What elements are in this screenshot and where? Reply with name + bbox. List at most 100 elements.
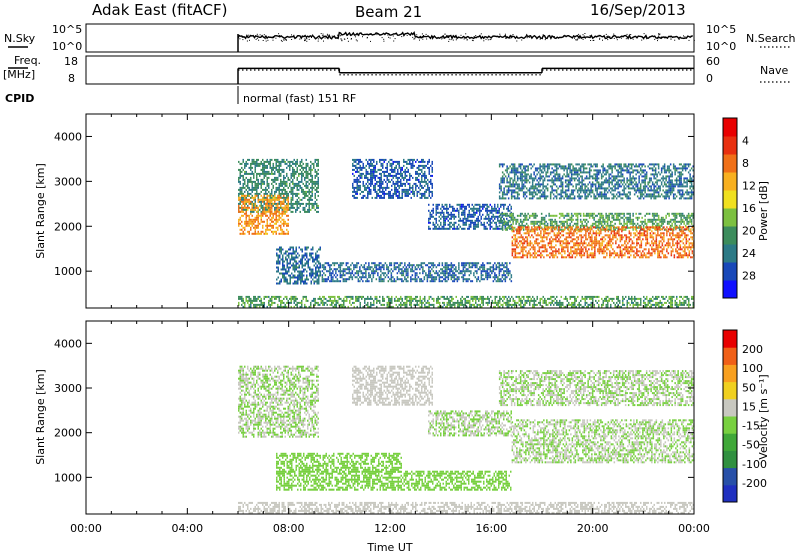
power-cell xyxy=(371,158,373,161)
power-cell xyxy=(271,230,273,233)
noise-search-point xyxy=(383,40,385,42)
power-cell xyxy=(353,266,355,269)
power-cell xyxy=(379,194,381,197)
power-cell xyxy=(506,226,508,229)
power-cell xyxy=(257,158,259,161)
power-cell xyxy=(519,224,522,227)
power-cell xyxy=(317,178,319,181)
power-cell xyxy=(238,192,240,195)
power-cell xyxy=(307,246,309,249)
power-cell xyxy=(262,198,264,201)
power-cell xyxy=(431,268,433,271)
power-cell xyxy=(313,182,315,185)
power-cell xyxy=(453,221,455,224)
power-cell xyxy=(441,272,444,275)
power-cell xyxy=(639,238,641,241)
power-cell xyxy=(289,282,291,285)
power-cell xyxy=(651,226,653,229)
power-cell xyxy=(492,266,495,269)
power-cell xyxy=(278,232,280,235)
power-cell xyxy=(307,186,309,189)
power-cell xyxy=(576,254,578,257)
power-cell xyxy=(292,192,294,195)
noise-search-point xyxy=(421,33,423,35)
power-cell xyxy=(242,194,244,197)
power-cell xyxy=(452,209,454,212)
power-cell xyxy=(290,192,292,195)
power-cell xyxy=(606,254,608,257)
power-cell xyxy=(655,228,658,231)
power-cell xyxy=(613,236,616,239)
power-cell xyxy=(293,176,295,179)
power-cell xyxy=(631,250,634,253)
power-cell xyxy=(461,207,463,210)
power-cell xyxy=(558,212,561,215)
power-cell xyxy=(612,230,614,233)
noise-search-point xyxy=(684,36,686,38)
power-cell xyxy=(301,250,303,253)
power-cell xyxy=(486,211,488,214)
power-cell xyxy=(533,220,535,223)
power-cell xyxy=(265,206,267,209)
power-cell xyxy=(574,228,577,231)
power-cell xyxy=(400,174,402,177)
power-cell xyxy=(262,170,264,173)
power-cell xyxy=(318,280,320,283)
power-cell xyxy=(565,244,568,247)
power-cell xyxy=(371,280,373,283)
power-cell xyxy=(356,162,358,165)
power-cell xyxy=(250,176,252,179)
power-cell xyxy=(299,164,301,167)
power-cell xyxy=(358,158,360,161)
power-cell xyxy=(506,270,508,273)
power-cell xyxy=(651,234,653,237)
power-cell xyxy=(431,166,433,169)
power-cell xyxy=(486,227,488,230)
power-cell xyxy=(342,270,345,273)
power-cell xyxy=(367,186,369,189)
power-cell xyxy=(504,214,507,217)
power-cell xyxy=(534,214,537,217)
power-cell xyxy=(607,244,610,247)
power-cell xyxy=(485,215,487,218)
noise-search-point xyxy=(414,38,416,40)
power-cell xyxy=(296,192,298,195)
power-cell xyxy=(643,254,646,257)
power-cell xyxy=(567,242,569,245)
power-cell xyxy=(272,196,274,199)
power-cell xyxy=(501,228,504,231)
power-cell xyxy=(570,256,572,259)
power-cell xyxy=(277,164,279,167)
power-cell xyxy=(421,158,423,161)
power-cell xyxy=(480,264,483,267)
power-cell xyxy=(547,244,550,247)
power-cell xyxy=(534,216,537,219)
power-cell xyxy=(373,170,375,173)
power-cell xyxy=(345,262,348,265)
power-cell xyxy=(488,213,490,216)
power-cell xyxy=(613,234,616,237)
power-cell xyxy=(241,210,243,213)
power-cell xyxy=(580,238,583,241)
power-cell xyxy=(250,208,252,211)
power-cell xyxy=(401,190,403,193)
power-cell xyxy=(301,248,303,251)
power-cell xyxy=(278,166,280,169)
power-cell xyxy=(452,264,454,267)
power-cell xyxy=(506,228,508,231)
power-cell xyxy=(605,214,607,217)
power-cell xyxy=(378,280,381,283)
power-cell xyxy=(462,227,464,230)
power-cell xyxy=(418,186,420,189)
power-cell xyxy=(397,162,399,165)
power-cell xyxy=(432,278,435,281)
power-cell xyxy=(639,236,641,239)
power-cell xyxy=(272,184,274,187)
power-cell xyxy=(594,226,596,229)
power-cell xyxy=(274,192,276,195)
power-cell xyxy=(301,178,303,181)
power-cell xyxy=(260,160,262,163)
power-cell xyxy=(239,168,241,171)
noise-search-point xyxy=(383,38,385,40)
power-cell xyxy=(438,276,441,279)
